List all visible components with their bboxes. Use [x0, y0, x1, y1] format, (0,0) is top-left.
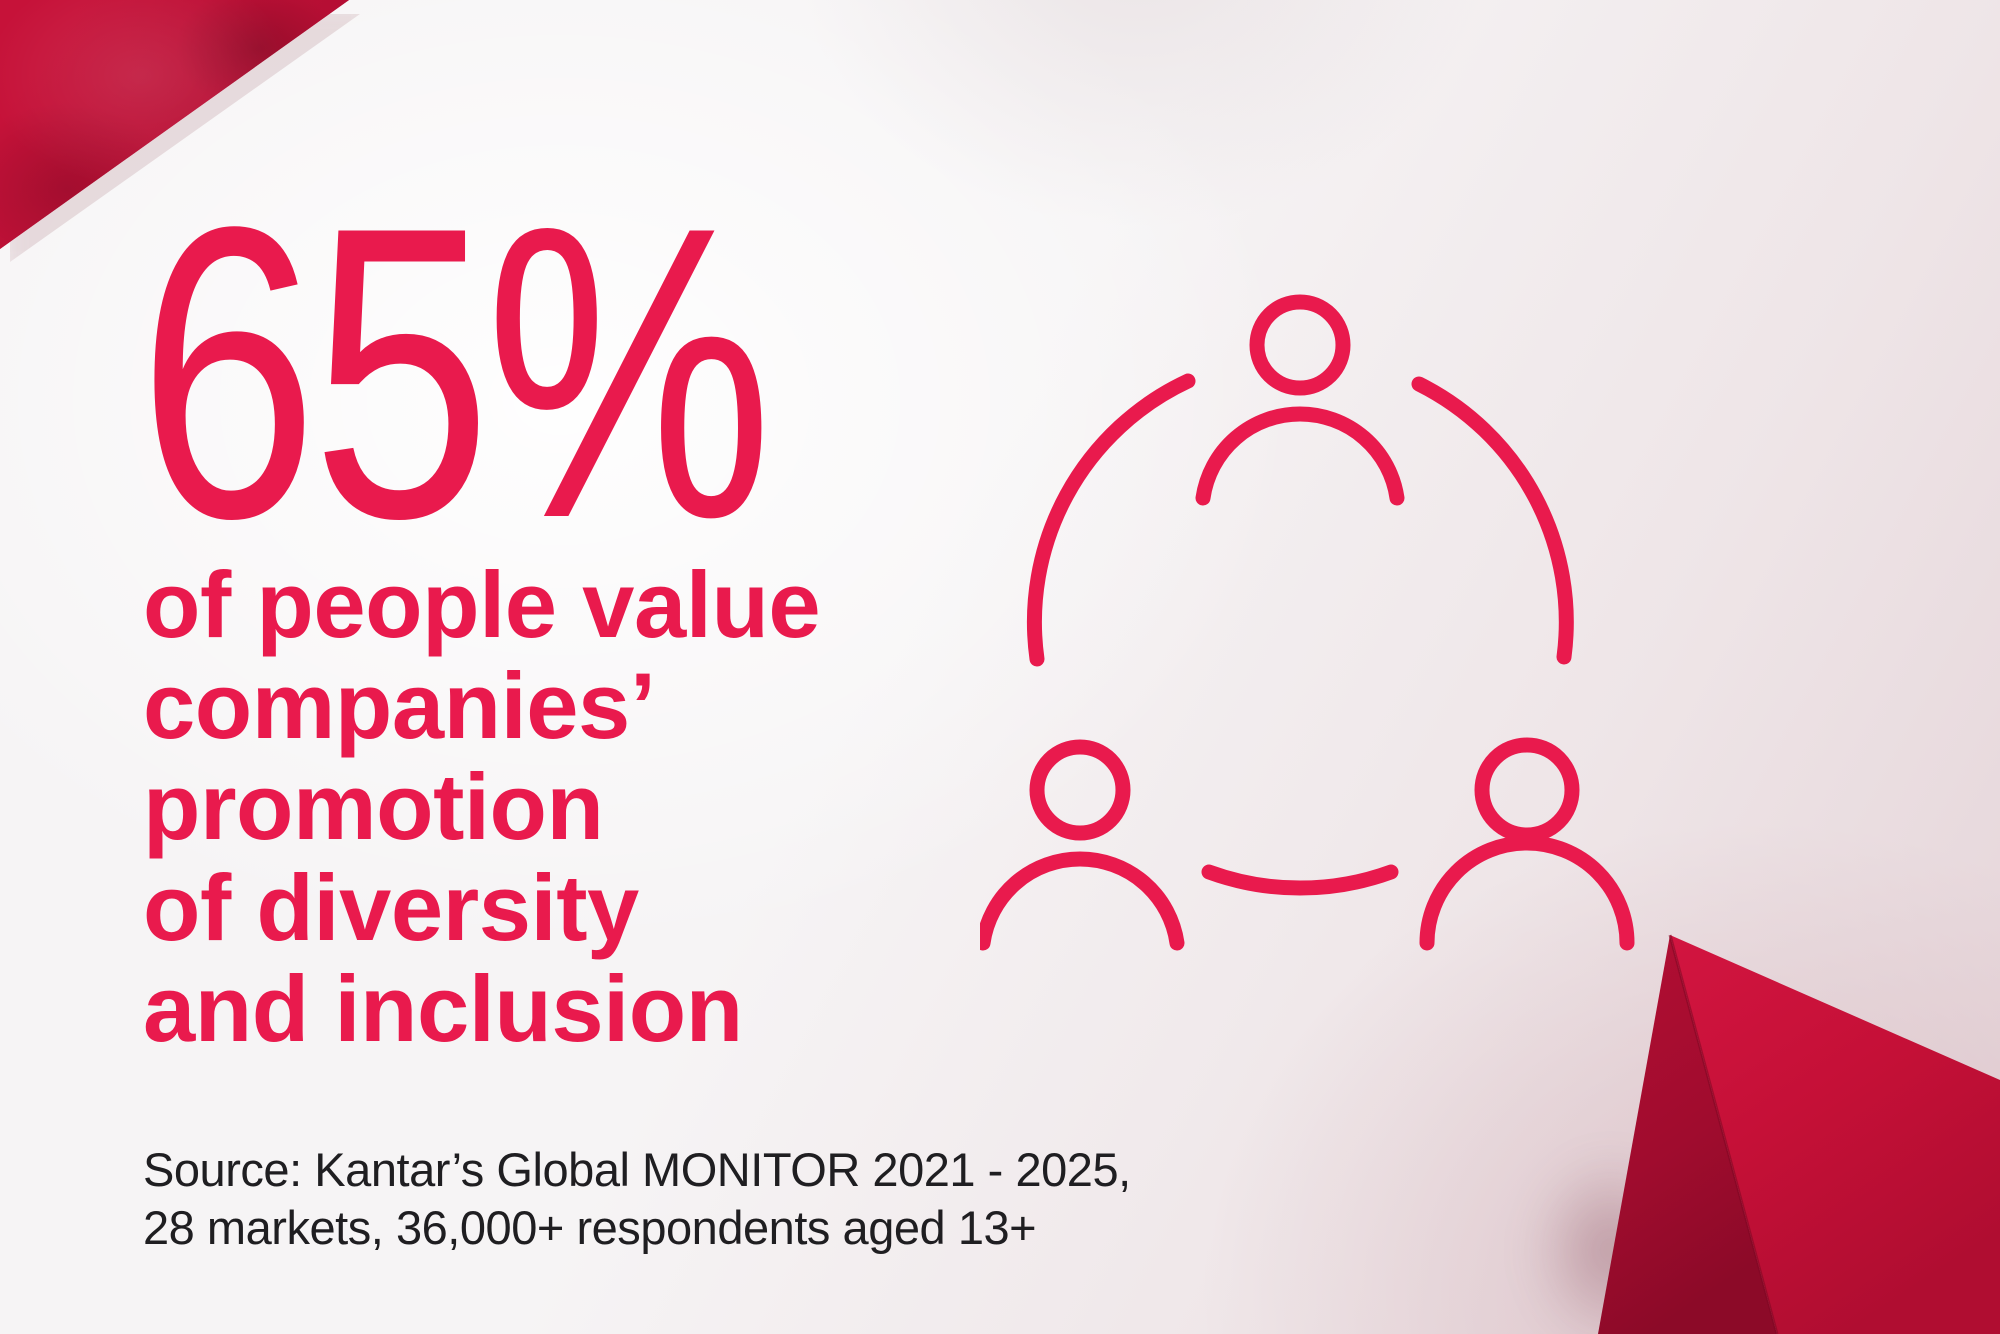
pyramid-ridge-line [1668, 934, 1779, 1334]
stat-percentage: 65% [138, 140, 773, 604]
pyramid-right-face [1670, 935, 2000, 1334]
person-bottom-left-icon [980, 739, 1185, 951]
person-top-head [1249, 294, 1351, 396]
stat-description-line-5: and inclusion [143, 956, 743, 1061]
corner-pyramid-decoration [1598, 934, 2000, 1334]
connector-arc-left [1026, 373, 1196, 667]
source-line-2: 28 markets, 36,000+ respondents aged 13+ [143, 1201, 1037, 1254]
stat-description-line-3: promotion [143, 754, 604, 859]
person-top-shoulders [1195, 406, 1405, 506]
source-attribution: Source: Kantar’s Global MONITOR 2021 - 2… [143, 1141, 1131, 1257]
connector-arc-bottom [1201, 864, 1399, 896]
pyramid-left-face [1598, 935, 1777, 1334]
person-bottom-right-icon [1419, 737, 1635, 951]
person-bottom-left-shoulders [980, 851, 1185, 951]
stat-description: of people value companies’ promotion of … [143, 552, 821, 1061]
person-top-icon [1195, 294, 1405, 506]
person-bottom-right-shoulders [1419, 835, 1635, 951]
person-bottom-right-head [1474, 737, 1580, 843]
community-three-people-icon [980, 294, 1635, 951]
stat-description-line-4: of diversity [143, 855, 639, 960]
person-bottom-left-head [1029, 739, 1131, 841]
connector-arc-right [1411, 376, 1574, 665]
stat-description-line-1: of people value [143, 552, 821, 657]
stat-description-line-2: companies’ [143, 653, 656, 758]
source-line-1: Source: Kantar’s Global MONITOR 2021 - 2… [143, 1143, 1131, 1196]
